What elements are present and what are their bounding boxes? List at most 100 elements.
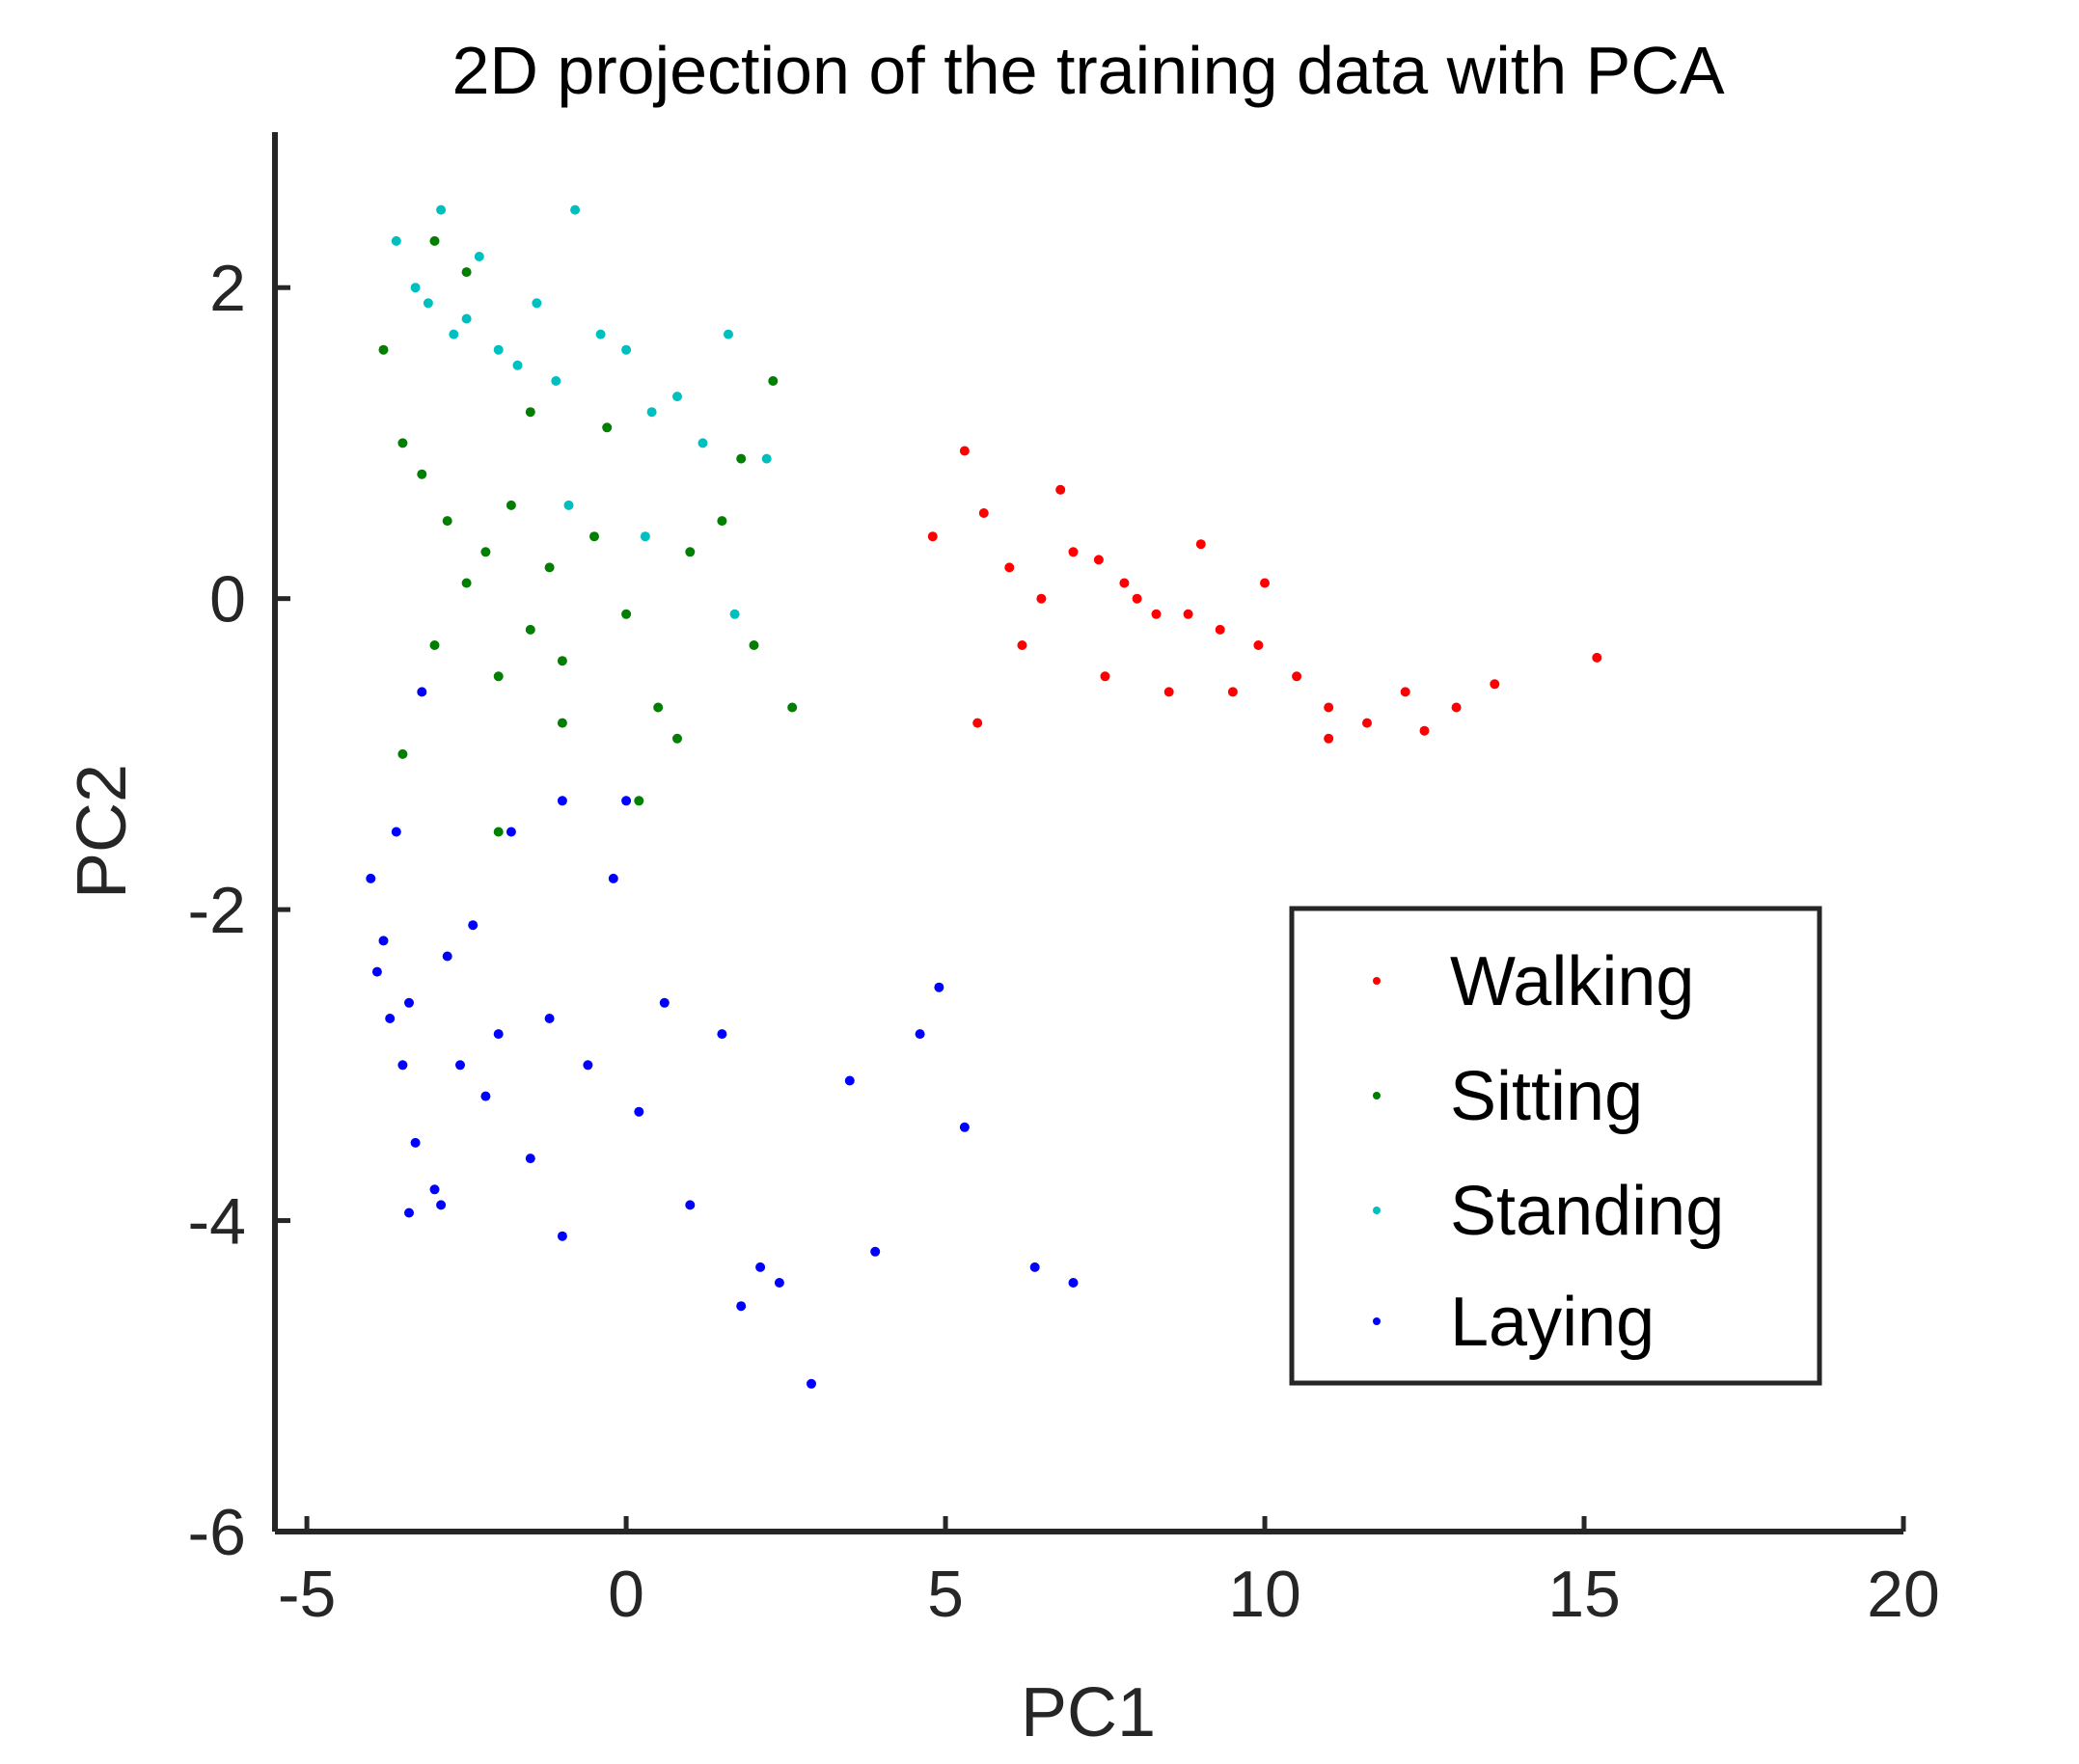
data-point-sitting <box>480 547 491 557</box>
data-point-laying <box>442 951 452 962</box>
data-point-sitting <box>525 407 535 418</box>
data-point-walking <box>978 508 989 518</box>
data-point-laying <box>717 1029 727 1040</box>
legend-label-walking: Walking <box>1450 943 1694 1020</box>
x-tick-label: 5 <box>927 1558 964 1631</box>
data-point-laying <box>621 796 632 806</box>
data-point-standing <box>729 609 740 619</box>
data-point-standing <box>436 204 447 215</box>
data-point-walking <box>1490 679 1500 690</box>
x-tick-label: 15 <box>1547 1558 1621 1631</box>
legend-marker-sitting <box>1373 1092 1381 1099</box>
axes-layer <box>272 132 1903 1534</box>
data-point-standing <box>761 453 772 464</box>
legend-entry-walking: Walking <box>1373 943 1694 1020</box>
data-point-standing <box>551 376 561 386</box>
data-point-standing <box>474 252 484 261</box>
data-point-sitting <box>749 640 759 650</box>
legend-marker-standing <box>1373 1207 1381 1214</box>
data-point-laying <box>608 873 618 883</box>
data-point-laying <box>480 1091 491 1101</box>
data-point-sitting <box>653 702 664 713</box>
data-point-walking <box>1036 593 1047 604</box>
y-tick-label: 0 <box>209 563 246 637</box>
data-point-standing <box>449 329 459 339</box>
data-point-laying <box>417 687 427 697</box>
data-point-standing <box>423 298 433 309</box>
data-point-sitting <box>442 516 452 527</box>
data-point-walking <box>1362 718 1372 728</box>
data-point-laying <box>583 1060 593 1071</box>
data-point-sitting <box>557 656 567 666</box>
data-point-standing <box>391 235 401 246</box>
chart-title: 2D projection of the training data with … <box>451 33 1724 108</box>
data-point-laying <box>429 1184 440 1195</box>
data-point-laying <box>378 936 389 946</box>
data-point-walking <box>1017 640 1027 650</box>
data-point-laying <box>774 1278 784 1288</box>
series-walking <box>927 446 1602 744</box>
data-point-standing <box>724 329 733 339</box>
data-point-walking <box>1163 687 1174 697</box>
data-point-walking <box>1119 578 1130 588</box>
data-point-sitting <box>672 733 682 744</box>
data-point-sitting <box>378 344 389 355</box>
y-tick-label: -4 <box>188 1185 246 1259</box>
data-point-walking <box>1227 687 1238 697</box>
data-point-standing <box>570 204 581 215</box>
data-point-walking <box>1324 733 1334 744</box>
data-point-standing <box>640 531 650 542</box>
data-point-walking <box>1592 652 1602 663</box>
data-point-walking <box>1324 702 1334 713</box>
data-point-sitting <box>506 500 516 510</box>
data-point-walking <box>1292 671 1302 682</box>
data-point-walking <box>1132 593 1142 604</box>
data-point-sitting <box>602 422 613 433</box>
data-point-sitting <box>717 516 727 527</box>
data-point-sitting <box>461 578 472 588</box>
data-point-walking <box>1419 725 1430 736</box>
data-point-laying <box>870 1246 881 1257</box>
data-point-walking <box>972 718 983 728</box>
x-tick-label: 20 <box>1867 1558 1940 1631</box>
data-point-walking <box>1151 609 1162 619</box>
data-point-laying <box>404 997 414 1008</box>
data-point-standing <box>410 283 421 293</box>
data-point-sitting <box>685 547 696 557</box>
data-point-standing <box>512 360 523 370</box>
data-point-walking <box>1260 578 1270 588</box>
data-point-laying <box>1029 1262 1040 1272</box>
legend: Walking Sitting Standing Laying <box>1289 906 1822 1386</box>
data-point-standing <box>563 500 574 510</box>
data-point-laying <box>436 1200 447 1210</box>
y-tick-label: -6 <box>188 1496 246 1569</box>
data-point-sitting <box>557 718 567 728</box>
y-axis-label: PC2 <box>64 764 141 899</box>
data-point-walking <box>1195 539 1206 550</box>
data-point-laying <box>397 1060 408 1071</box>
data-point-standing <box>493 344 504 355</box>
legend-marker-walking <box>1373 977 1381 985</box>
data-point-sitting <box>397 748 408 759</box>
data-point-laying <box>634 1106 644 1117</box>
data-point-walking <box>1215 624 1225 635</box>
data-point-walking <box>927 531 938 542</box>
data-point-standing <box>461 313 472 324</box>
data-point-laying <box>371 966 382 977</box>
data-point-sitting <box>589 531 599 542</box>
data-point-laying <box>506 827 516 837</box>
data-point-laying <box>385 1014 396 1023</box>
data-point-sitting <box>544 562 555 573</box>
legend-marker-laying <box>1373 1317 1381 1325</box>
data-point-laying <box>544 1014 555 1023</box>
data-point-walking <box>1451 702 1462 713</box>
data-point-sitting <box>493 671 504 682</box>
data-point-laying <box>755 1262 766 1272</box>
data-point-walking <box>959 446 970 456</box>
data-point-walking <box>1400 687 1410 697</box>
x-tick-label: 10 <box>1228 1558 1301 1631</box>
legend-entry-standing: Standing <box>1373 1173 1724 1250</box>
data-point-laying <box>391 827 401 837</box>
legend-label-laying: Laying <box>1450 1284 1655 1361</box>
data-point-laying <box>844 1075 855 1086</box>
